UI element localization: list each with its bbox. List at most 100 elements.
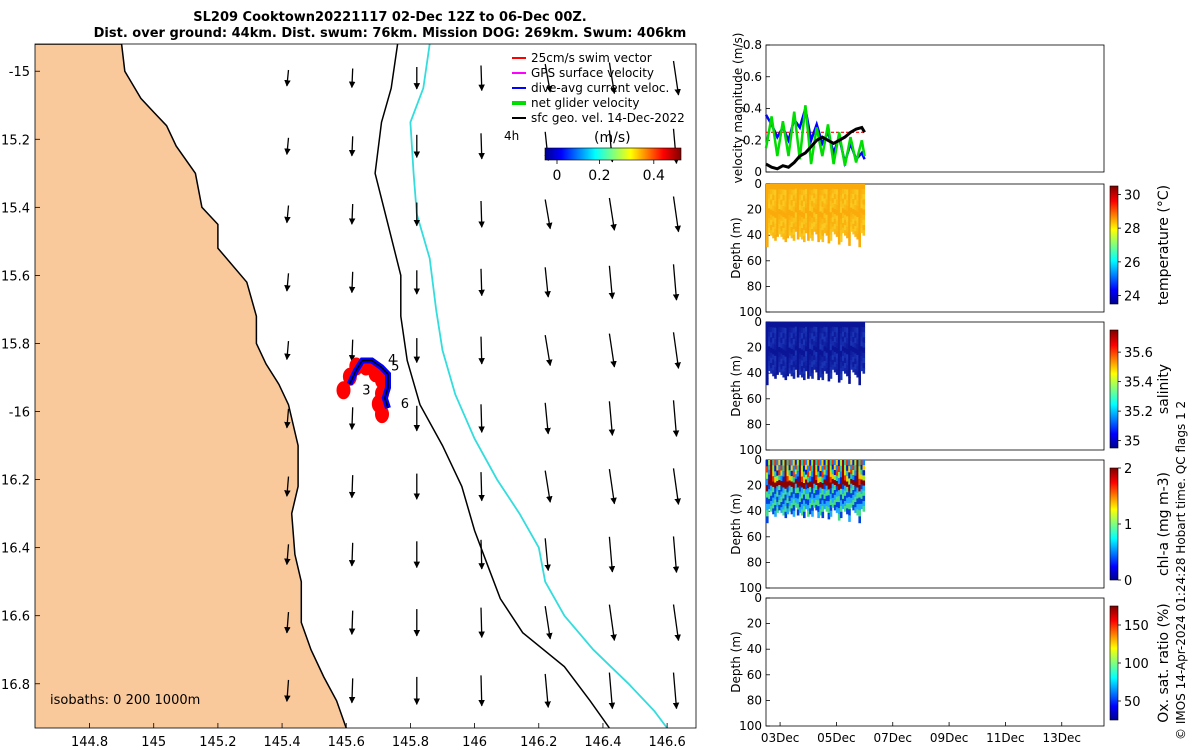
heatmap-cell xyxy=(850,212,853,218)
heatmap-cell xyxy=(823,460,827,466)
heatmap-cell xyxy=(817,207,820,214)
heatmap-cell xyxy=(776,215,779,222)
heatmap-cell xyxy=(823,188,827,195)
heatmap-cell xyxy=(790,465,794,472)
heatmap-cell xyxy=(790,332,794,339)
heatmap-cell xyxy=(778,347,781,353)
track-label: 5 xyxy=(391,360,399,375)
heatmap-cell xyxy=(821,195,825,202)
heatmap-cell xyxy=(856,327,859,334)
heatmap-cell xyxy=(848,322,851,329)
heatmap-cell xyxy=(854,210,857,216)
heatmap-cell xyxy=(774,372,777,379)
heatmap-cell xyxy=(786,365,790,371)
heatmap-cell xyxy=(768,208,771,214)
heatmap-cell xyxy=(860,213,864,219)
heatmap-cell xyxy=(854,465,857,471)
heatmap-cell xyxy=(813,345,816,351)
heatmap-cell xyxy=(788,327,792,333)
heatmap-cell xyxy=(819,355,822,361)
heatmap-cell xyxy=(825,327,829,333)
heatmap-cell xyxy=(860,331,864,338)
heatmap-cell xyxy=(833,347,837,353)
heatmap-cell xyxy=(774,476,777,483)
heatmap-cell xyxy=(817,350,820,358)
heatmap-cell xyxy=(768,498,771,505)
swim-vector-cluster xyxy=(375,405,389,424)
heatmap-cell xyxy=(774,212,777,219)
heatmap-cell xyxy=(827,351,831,358)
heatmap-cell xyxy=(862,506,866,512)
heatmap-cell xyxy=(842,464,845,471)
heatmap-cell xyxy=(784,511,788,519)
heatmap-cell xyxy=(768,503,771,510)
heatmap-cell xyxy=(831,336,835,342)
heatmap-cell xyxy=(796,195,800,201)
heatmap-cell xyxy=(784,471,788,478)
heatmap-cell xyxy=(782,487,785,494)
heatmap-cell xyxy=(786,322,790,328)
heatmap-cell xyxy=(817,511,820,519)
colorbar-label: temperature (°C) xyxy=(1156,185,1172,305)
heatmap-cell xyxy=(829,229,833,236)
heatmap-cell xyxy=(792,372,796,379)
heatmap-cell xyxy=(778,475,781,481)
heatmap-cell xyxy=(786,348,790,355)
heatmap-cell xyxy=(796,322,800,328)
heatmap-cell xyxy=(805,198,808,204)
heatmap-cell xyxy=(852,332,855,338)
heatmap-cell xyxy=(803,465,806,473)
heatmap-cell xyxy=(842,479,845,485)
heatmap-cell xyxy=(774,338,777,345)
heatmap-cell xyxy=(852,342,855,348)
heatmap-cell xyxy=(846,343,849,350)
heatmap-cell xyxy=(829,322,833,329)
vector-arrow xyxy=(348,678,356,704)
vector-arrow xyxy=(608,333,617,368)
map-y-tick-label: 15.4 xyxy=(1,201,30,216)
heatmap-cell xyxy=(792,355,796,362)
heatmap-cell xyxy=(831,226,835,232)
heatmap-cell xyxy=(794,464,798,470)
heatmap-cell xyxy=(837,238,841,245)
velocity-y-tick: 0.8 xyxy=(743,38,762,52)
heatmap-cell xyxy=(778,209,781,215)
heatmap-cell xyxy=(805,360,808,367)
heatmap-cell xyxy=(823,498,827,505)
heatmap-cell xyxy=(803,488,806,496)
heatmap-cell xyxy=(837,184,841,191)
heatmap-cell xyxy=(813,493,816,499)
depth-tick: 80 xyxy=(747,279,762,293)
heatmap-cell xyxy=(844,363,847,369)
heatmap-cell xyxy=(780,460,783,466)
heatmap-cell xyxy=(776,337,779,344)
heatmap-cell xyxy=(807,510,810,517)
heatmap-cell xyxy=(776,322,779,328)
heatmap-cell xyxy=(780,496,783,503)
map-y-tick-label: -15 xyxy=(9,65,30,80)
heatmap-cell xyxy=(790,189,794,196)
heatmap-cell xyxy=(803,339,806,346)
heatmap-cell xyxy=(844,460,847,466)
colorbar-tick: 100 xyxy=(1124,657,1149,672)
depth-tick: 40 xyxy=(747,642,762,656)
heatmap-cell xyxy=(844,184,847,190)
heatmap-cell xyxy=(829,499,833,506)
heatmap-cell xyxy=(850,340,853,347)
heatmap-cell xyxy=(772,486,775,493)
heatmap-cell xyxy=(782,233,785,240)
vector-arrow xyxy=(672,604,681,642)
heatmap-cell xyxy=(798,465,802,471)
heatmap-cell xyxy=(829,189,833,196)
heatmap-cell xyxy=(790,194,794,201)
heatmap-cell xyxy=(852,494,855,501)
heatmap-cell xyxy=(788,460,792,466)
heatmap-cell xyxy=(778,460,781,466)
heatmap-cell xyxy=(811,372,814,379)
heatmap-cell xyxy=(839,350,843,358)
heatmap-cell xyxy=(815,475,818,481)
heatmap-cell xyxy=(794,202,798,209)
map-y-tick-label: -16 xyxy=(9,406,30,421)
